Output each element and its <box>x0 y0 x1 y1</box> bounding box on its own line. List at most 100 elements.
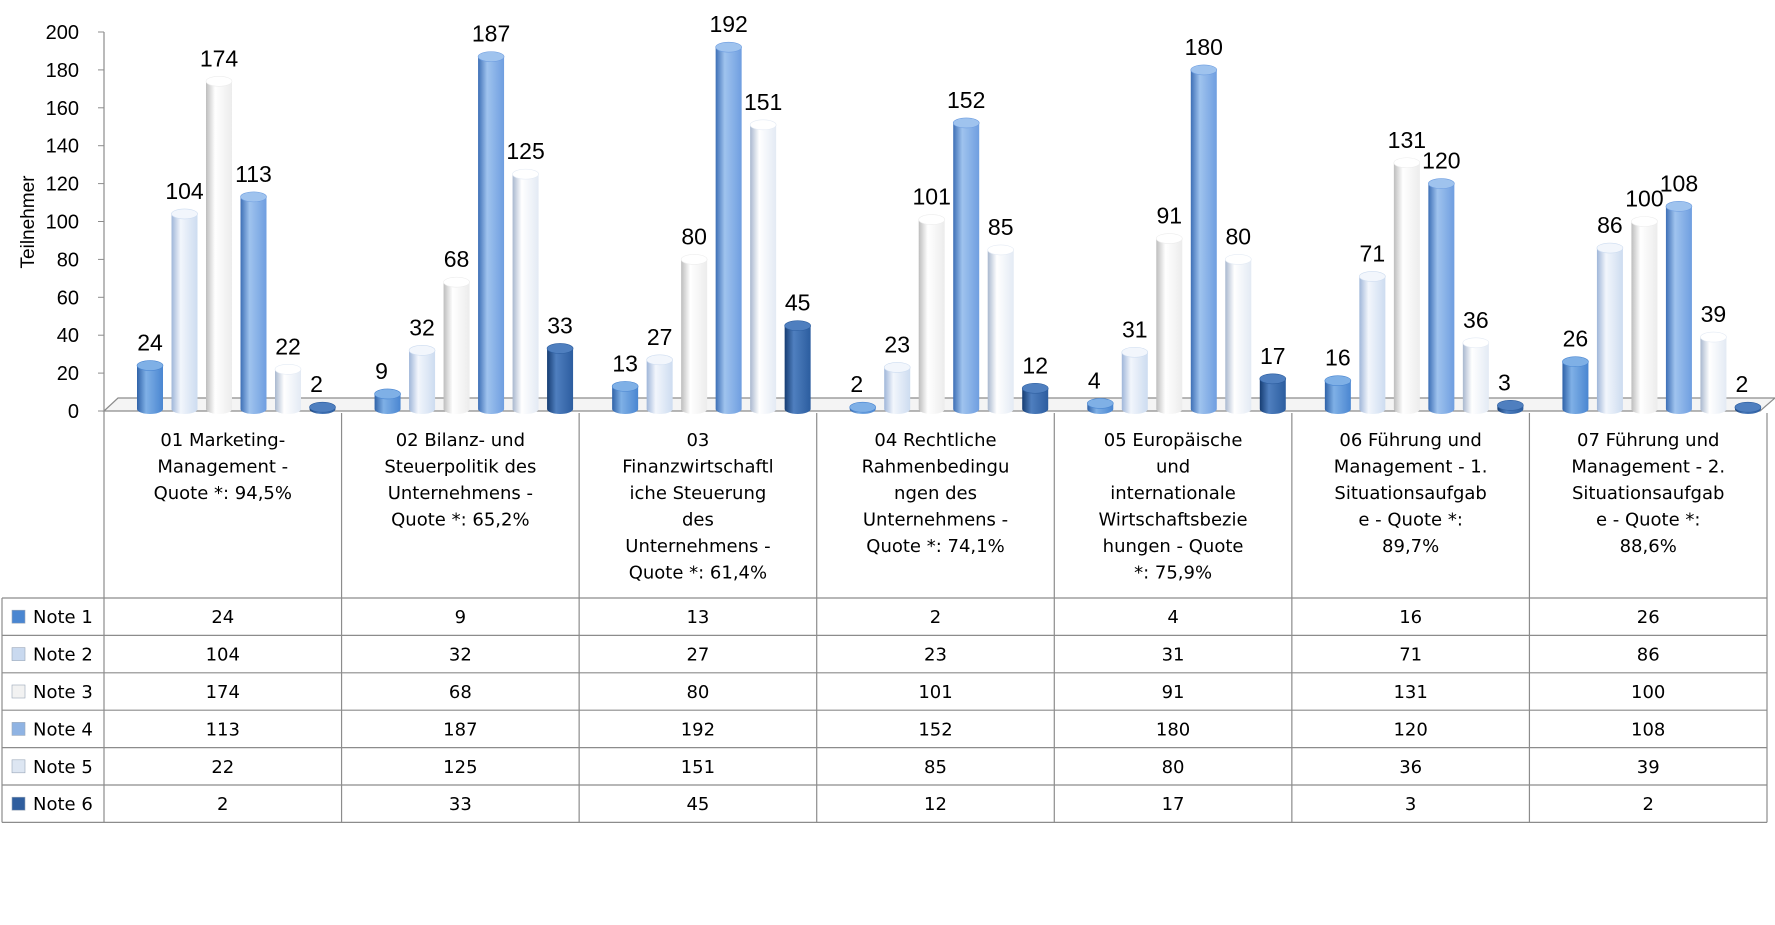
bar-cap <box>136 360 164 371</box>
table-cell: 151 <box>681 757 715 778</box>
table-cell: 16 <box>1399 607 1422 628</box>
bar-data-label: 131 <box>1388 127 1426 153</box>
table-cell: 22 <box>211 757 234 778</box>
y-axis-title: Teilnehmer <box>18 175 39 269</box>
bar-data-label: 104 <box>165 178 204 204</box>
table-cell: 108 <box>1631 719 1665 740</box>
bar-data-label: 2 <box>310 371 323 397</box>
bar-body <box>1562 361 1589 414</box>
legend-swatch <box>11 684 26 699</box>
bar-data-label: 4 <box>1088 367 1101 393</box>
table-cell: 187 <box>443 719 477 740</box>
category-label-line: iche Steuerung <box>630 483 767 504</box>
bar <box>849 401 877 414</box>
category-label-line: und <box>1156 457 1190 478</box>
bar <box>1497 400 1524 414</box>
bar <box>205 75 233 415</box>
bar-cap <box>205 75 233 87</box>
bar-cap <box>1190 64 1218 76</box>
legend-label: Note 1 <box>33 607 93 628</box>
table-cell: 2 <box>930 607 941 628</box>
category-label-line: *: 75,9% <box>1134 563 1212 584</box>
bar-cap <box>171 208 198 220</box>
legend-swatch <box>11 722 26 736</box>
y-tick-label: 100 <box>46 212 79 234</box>
table-cell: 125 <box>443 757 477 778</box>
bar-data-label: 113 <box>235 161 272 187</box>
bar-body <box>1225 259 1252 414</box>
bar-data-label: 22 <box>275 333 301 359</box>
bar-data-label: 26 <box>1563 326 1589 352</box>
bar-data-label: 108 <box>1660 170 1698 196</box>
bar-cap <box>646 354 673 366</box>
table-cell: 104 <box>206 645 240 666</box>
bar-body <box>918 219 945 414</box>
category-label-line: Management - 1. <box>1334 457 1488 478</box>
bar <box>1462 337 1490 414</box>
bar-data-label: 24 <box>137 330 163 356</box>
bar <box>1734 401 1762 414</box>
bar-data-label: 2 <box>850 371 863 397</box>
bar-body <box>715 47 742 414</box>
bar-cap <box>680 254 708 265</box>
bar-body <box>275 369 301 414</box>
bar-cap <box>611 381 639 392</box>
table-cell: 180 <box>1156 719 1190 740</box>
bar-body <box>1121 352 1148 414</box>
table-cell: 33 <box>449 794 472 815</box>
table-cell: 24 <box>211 607 234 628</box>
bar-data-label: 80 <box>681 223 707 249</box>
bar-body <box>953 122 980 415</box>
y-tick-label: 200 <box>46 22 79 44</box>
category-label-line: Wirtschaftsbezie <box>1099 510 1248 531</box>
bar-data-label: 16 <box>1325 345 1351 371</box>
bar <box>1428 178 1455 414</box>
bar-data-label: 86 <box>1597 212 1623 238</box>
table-cell: 3 <box>1405 794 1416 815</box>
bar-cap <box>1393 157 1421 169</box>
bar <box>952 117 980 415</box>
legend-label: Note 6 <box>33 794 93 815</box>
bar-data-label: 27 <box>647 324 673 350</box>
bar-data-label: 13 <box>612 350 638 376</box>
bar-body <box>1700 337 1727 414</box>
table-cell: 85 <box>924 757 947 778</box>
bar <box>1224 254 1252 414</box>
bar-cap <box>240 191 267 203</box>
legend-label: Note 5 <box>33 757 93 778</box>
bar-body <box>1190 69 1217 415</box>
table-cell: 68 <box>449 682 472 703</box>
category-label-line: 01 Marketing- <box>160 430 285 451</box>
bar-cap <box>883 362 911 373</box>
bar <box>512 168 539 414</box>
legend-swatch <box>11 609 26 624</box>
bar-cap <box>408 345 436 356</box>
category-label-line: Unternehmens - <box>625 536 770 557</box>
bar-data-label: 12 <box>1022 352 1048 378</box>
bar-body <box>1631 221 1658 414</box>
bar-data-label: 68 <box>444 246 470 272</box>
bar-cap <box>1086 398 1114 409</box>
bar-cap <box>784 320 811 332</box>
category-label-line: Finanzwirtschaftl <box>622 457 773 478</box>
bar-cap <box>749 119 777 131</box>
table-cell: 113 <box>206 719 240 740</box>
bar-cap <box>1734 401 1762 413</box>
table-cell: 100 <box>1631 682 1665 703</box>
bar-data-label: 33 <box>547 312 573 338</box>
bar-cap <box>1562 356 1589 368</box>
bar-body <box>512 174 539 414</box>
y-tick-label: 0 <box>68 401 79 423</box>
bar-body <box>1259 378 1286 414</box>
bar <box>883 362 911 414</box>
y-tick-label: 60 <box>57 287 79 309</box>
bar-cap <box>374 388 401 400</box>
category-label: 03 Finanzwirtschaftl iche Steuerung des Unte… <box>622 430 773 584</box>
y-tick-label: 160 <box>46 98 79 120</box>
bar <box>1121 346 1149 414</box>
table-cell: 80 <box>686 682 709 703</box>
category-label-line: Steuerpolitik des <box>384 457 536 478</box>
bar-body <box>478 56 505 414</box>
legend-swatch <box>11 647 26 661</box>
